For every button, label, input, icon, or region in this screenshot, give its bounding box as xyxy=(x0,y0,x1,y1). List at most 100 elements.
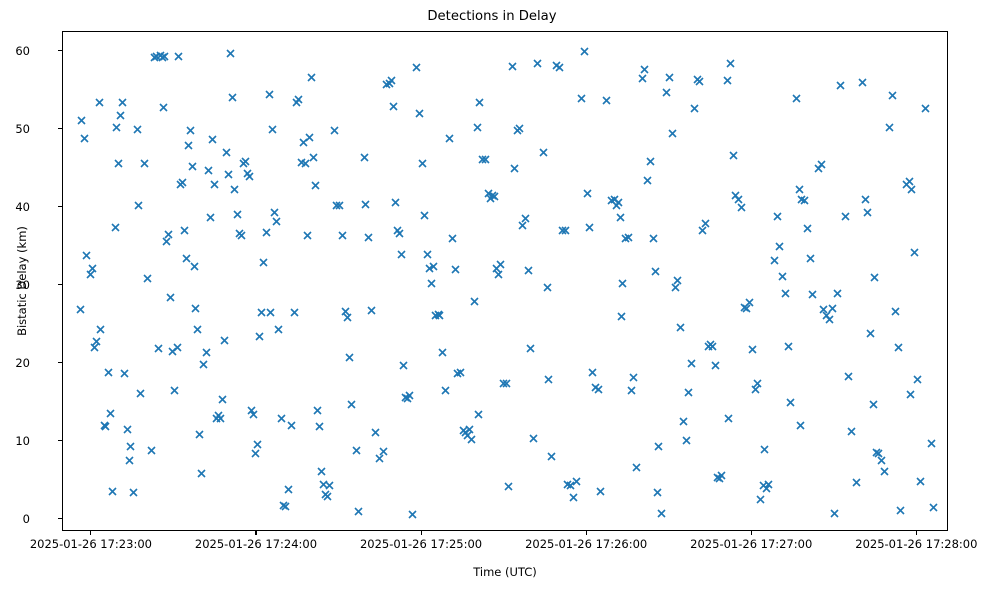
scatter-point xyxy=(239,155,252,168)
scatter-point xyxy=(393,227,406,240)
scatter-point xyxy=(925,437,938,450)
scatter-point xyxy=(275,412,288,425)
scatter-point xyxy=(410,61,423,74)
scatter-point xyxy=(152,342,165,355)
scatter-point xyxy=(868,271,881,284)
scatter-point xyxy=(228,183,241,196)
scatter-point xyxy=(644,155,657,168)
scatter-point xyxy=(638,63,651,76)
scatter-point xyxy=(401,392,414,405)
scatter-point xyxy=(908,246,921,259)
scatter-point xyxy=(815,158,828,171)
scatter-point xyxy=(260,226,273,239)
scatter-point xyxy=(594,485,607,498)
scatter-point xyxy=(208,178,221,191)
scatter-point xyxy=(362,231,375,244)
y-tick-label: 0 xyxy=(22,511,30,526)
scatter-point xyxy=(647,232,660,245)
scatter-point xyxy=(365,304,378,317)
scatter-point xyxy=(651,486,664,499)
page-title: Detections in Delay xyxy=(427,9,557,24)
scatter-point xyxy=(380,78,393,91)
scatter-point xyxy=(94,323,107,336)
scatter-point xyxy=(578,45,591,58)
scatter-point xyxy=(649,265,662,278)
scatter-point xyxy=(403,389,416,402)
scatter-point xyxy=(773,240,786,253)
scatter-point xyxy=(220,146,233,159)
scatter-point xyxy=(341,311,354,324)
scatter-point xyxy=(399,391,412,404)
y-tick-label: 30 xyxy=(15,277,30,292)
scatter-point xyxy=(377,445,390,458)
scatter-point xyxy=(709,359,722,372)
scatter-point xyxy=(550,59,563,72)
scatter-point xyxy=(581,187,594,200)
scatter-point xyxy=(288,306,301,319)
scatter-point xyxy=(524,342,537,355)
scatter-point xyxy=(182,139,195,152)
scatter-point xyxy=(506,60,519,73)
scatter-point xyxy=(290,96,303,109)
scatter-point xyxy=(749,383,762,396)
scatter-point xyxy=(350,444,363,457)
scatter-point xyxy=(131,123,144,136)
scatter-point xyxy=(864,327,877,340)
scatter-point xyxy=(226,91,239,104)
scatter-point xyxy=(704,338,717,351)
scatter-point xyxy=(243,170,256,183)
scatter-point xyxy=(188,260,201,273)
scatter-point xyxy=(309,179,322,192)
scatter-point xyxy=(711,471,724,484)
scatter-point xyxy=(627,371,640,384)
scatter-point xyxy=(746,343,759,356)
y-tick-mark xyxy=(58,440,62,442)
scatter-point xyxy=(892,341,905,354)
scatter-point xyxy=(98,419,111,432)
scatter-point xyxy=(826,302,839,315)
scatter-point xyxy=(784,396,797,409)
scatter-point xyxy=(446,232,459,245)
scatter-point xyxy=(655,507,668,520)
x-tick-label: 2025-01-26 17:24:00 xyxy=(194,537,318,551)
scatter-point xyxy=(699,217,712,230)
y-tick-mark xyxy=(58,128,62,130)
scatter-point xyxy=(516,219,529,232)
scatter-point xyxy=(154,49,167,62)
scatter-point xyxy=(589,381,602,394)
scatter-point xyxy=(277,499,290,512)
scatter-point xyxy=(806,288,819,301)
scatter-point xyxy=(735,201,748,214)
scatter-point xyxy=(660,86,673,99)
scatter-point xyxy=(804,252,817,265)
scatter-points-layer xyxy=(63,32,947,530)
scatter-point xyxy=(592,383,605,396)
scatter-point xyxy=(795,193,808,206)
scatter-point xyxy=(319,488,332,501)
scatter-point xyxy=(476,153,489,166)
scatter-point xyxy=(790,92,803,105)
scatter-point xyxy=(610,199,623,212)
scatter-point xyxy=(180,252,193,265)
scatter-point xyxy=(317,478,330,491)
scatter-point xyxy=(732,193,745,206)
scatter-point xyxy=(713,472,726,485)
scatter-point xyxy=(299,157,312,170)
scatter-point xyxy=(541,281,554,294)
scatter-point xyxy=(794,419,807,432)
scatter-point xyxy=(919,102,932,115)
y-tick-mark xyxy=(58,50,62,52)
scatter-point xyxy=(164,291,177,304)
scatter-point xyxy=(762,478,775,491)
scatter-point xyxy=(641,174,654,187)
scatter-point xyxy=(121,423,134,436)
scatter-point xyxy=(307,151,320,164)
scatter-point xyxy=(760,482,773,495)
scatter-point xyxy=(451,367,464,380)
scatter-point xyxy=(494,258,507,271)
scatter-point xyxy=(191,323,204,336)
scatter-point xyxy=(249,447,262,460)
scatter-point xyxy=(193,428,206,441)
scatter-point xyxy=(586,366,599,379)
scatter-point xyxy=(166,345,179,358)
